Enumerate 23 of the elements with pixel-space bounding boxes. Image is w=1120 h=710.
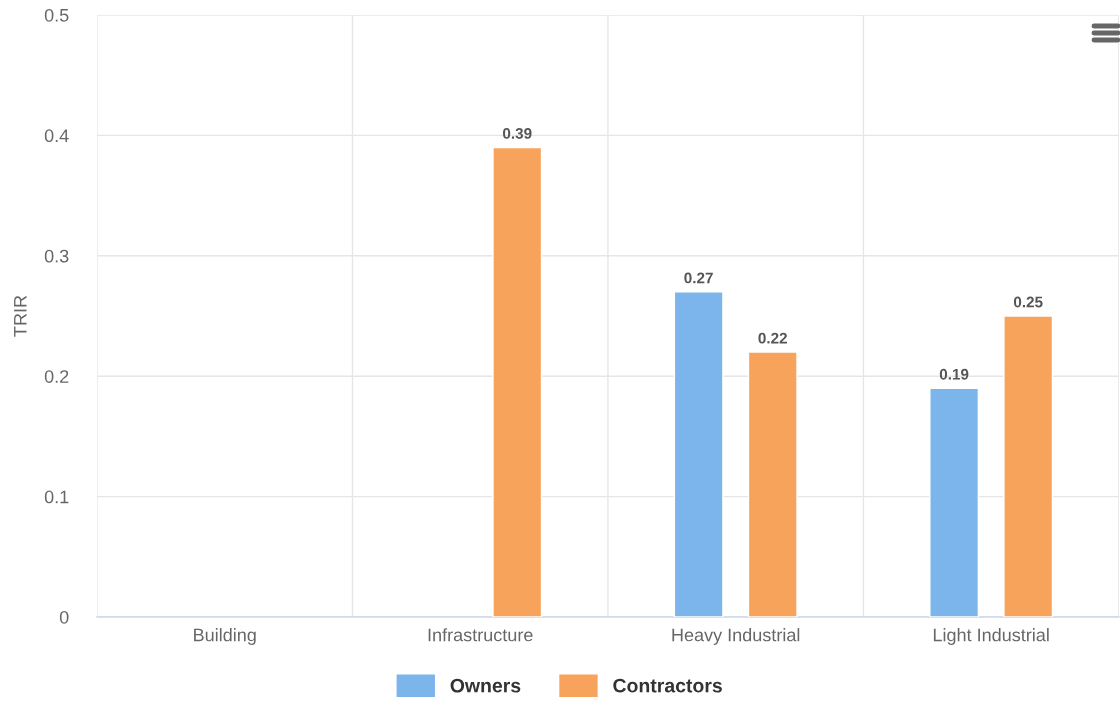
- bar: [747, 351, 798, 617]
- legend-label: Owners: [450, 678, 521, 693]
- bar: [673, 291, 724, 617]
- y-tick-label: 0.5: [44, 8, 69, 22]
- legend-label: Contractors: [613, 678, 722, 693]
- bar: [492, 146, 543, 617]
- y-tick-label: 0.3: [44, 249, 69, 263]
- bar: [1003, 315, 1054, 617]
- x-tick-label: Light Industrial: [933, 628, 1049, 645]
- y-tick-label: 0: [59, 610, 69, 624]
- y-tick-label: 0.4: [44, 129, 69, 143]
- x-tick-label: Heavy Industrial: [672, 628, 800, 645]
- bar: [929, 387, 980, 617]
- y-axis-title: TRIR: [14, 295, 27, 337]
- y-tick-label: 0.1: [44, 490, 69, 504]
- data-label: 0.27: [684, 272, 713, 284]
- data-label: 0.25: [1013, 296, 1043, 308]
- x-tick-label: Infrastructure: [428, 628, 533, 642]
- x-tick-label: Building: [194, 628, 256, 645]
- data-label: 0.39: [502, 128, 532, 139]
- data-label: 0.19: [939, 368, 969, 380]
- y-tick-label: 0.2: [44, 370, 69, 383]
- data-label: 0.22: [758, 332, 787, 344]
